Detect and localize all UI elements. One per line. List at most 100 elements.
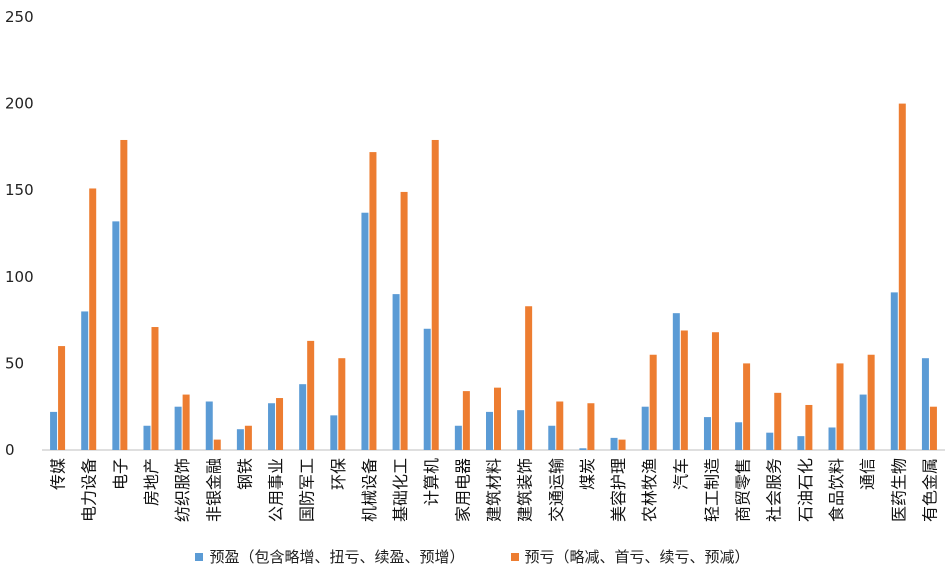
x-tick-label: 钢铁	[235, 458, 254, 490]
bar-series-1-17	[548, 425, 556, 450]
bar-series-2-6	[213, 439, 221, 450]
bar-series-2-12	[400, 191, 408, 450]
y-tick-label: 150	[5, 181, 34, 199]
bar-series-2-25	[805, 404, 813, 450]
bar-series-1-9	[299, 384, 307, 450]
x-tick-label: 有色金属	[920, 458, 939, 522]
bar-series-2-2	[89, 188, 97, 450]
x-tick-label: 交通运输	[547, 458, 566, 522]
x-tick-label: 轻工制造	[702, 458, 721, 522]
x-tick-label: 传媒	[49, 458, 68, 490]
bar-series-1-24	[766, 432, 774, 450]
x-tick-label: 煤炭	[578, 458, 597, 490]
bar-series-1-8	[268, 403, 276, 450]
legend-swatch-series-2	[510, 552, 519, 561]
bar-series-1-22	[703, 417, 711, 450]
bar-series-2-28	[898, 103, 906, 450]
bar-series-1-28	[890, 292, 898, 450]
bar-series-2-21	[680, 330, 688, 450]
legend-swatch-series-1	[195, 552, 204, 561]
x-tick-label: 非银金融	[204, 458, 223, 522]
bar-series-2-3	[120, 139, 128, 451]
x-tick-label: 基础化工	[391, 458, 410, 522]
x-tick-label: 国防军工	[298, 458, 317, 522]
bar-series-1-7	[236, 429, 244, 450]
y-tick-label: 0	[5, 441, 15, 459]
x-tick-label: 建筑装饰	[516, 458, 535, 522]
bar-series-1-16	[517, 410, 525, 450]
bar-series-2-13	[431, 139, 439, 451]
x-tick-label: 机械设备	[360, 458, 379, 522]
x-tick-label: 美容护理	[609, 458, 628, 522]
bar-series-1-27	[859, 394, 867, 450]
y-tick-label: 100	[5, 268, 34, 286]
bar-series-2-15	[494, 387, 501, 450]
x-tick-label: 通信	[858, 458, 877, 490]
bar-series-1-26	[828, 427, 836, 450]
bar-series-1-15	[486, 411, 493, 450]
bar-series-1-18	[579, 448, 587, 450]
bar-series-2-5	[182, 394, 190, 450]
bar-series-2-11	[369, 152, 377, 450]
bar-series-2-18	[587, 403, 595, 450]
x-tick-label: 电力设备	[80, 458, 99, 522]
bar-series-1-20	[641, 406, 649, 450]
x-tick-label: 计算机	[422, 458, 441, 506]
legend: 预盈（包含略增、扭亏、续盈、预增） 预亏（略减、首亏、续亏、预减）	[0, 546, 945, 567]
bar-series-2-26	[836, 363, 844, 450]
bar-series-2-24	[774, 392, 782, 450]
bar-series-1-14	[454, 425, 462, 450]
bar-series-1-3	[112, 221, 120, 450]
bar-series-1-4	[143, 425, 151, 450]
bar-series-1-1	[50, 411, 58, 450]
x-tick-label: 汽车	[671, 458, 690, 490]
bar-series-2-14	[462, 391, 470, 450]
y-tick-label: 200	[5, 95, 34, 113]
bar-series-1-19	[610, 437, 618, 450]
bar-series-1-21	[672, 313, 680, 450]
bar-series-1-25	[797, 436, 805, 450]
bar-series-2-8	[276, 398, 284, 450]
y-tick-label: 50	[5, 354, 24, 372]
bar-series-2-16	[525, 306, 533, 450]
bar-series-2-9	[307, 340, 315, 450]
x-tick-label: 医药生物	[889, 458, 908, 522]
bar-series-1-2	[81, 311, 89, 450]
bar-series-2-22	[711, 332, 719, 450]
x-tick-label: 环保	[329, 458, 348, 490]
x-tick-label: 电子	[111, 458, 130, 490]
y-tick-label: 250	[5, 8, 34, 26]
bar-series-2-20	[649, 354, 657, 450]
bar-series-1-12	[392, 294, 400, 450]
x-tick-label: 商贸零售	[734, 458, 753, 522]
x-tick-label: 家用电器	[453, 458, 472, 522]
x-tick-label: 社会服务	[765, 458, 784, 522]
legend-item-series-2: 预亏（略减、首亏、续亏、预减）	[510, 546, 750, 567]
x-tick-label: 纺织服饰	[173, 458, 192, 522]
legend-label-series-2: 预亏（略减、首亏、续亏、预减）	[524, 548, 750, 566]
bar-series-1-11	[361, 212, 369, 450]
bar-series-2-1	[58, 346, 66, 450]
x-tick-label: 建筑材料	[485, 458, 504, 522]
x-tick-label: 食品饮料	[827, 458, 846, 522]
bar-series-2-10	[338, 358, 346, 450]
bar-series-1-10	[330, 415, 338, 450]
bar-series-2-4	[151, 327, 159, 450]
x-tick-label: 公用事业	[267, 458, 286, 522]
bar-series-2-17	[556, 401, 564, 450]
bar-series-2-7	[244, 425, 252, 450]
bar-series-1-29	[921, 358, 929, 450]
x-tick-label: 石油石化	[796, 458, 815, 522]
bar-series-1-23	[735, 422, 743, 450]
x-tick-label: 农林牧渔	[640, 458, 659, 522]
bar-series-2-23	[743, 363, 751, 450]
bar-series-1-6	[205, 401, 213, 450]
bar-series-2-27	[867, 354, 875, 450]
legend-item-series-1: 预盈（包含略增、扭亏、续盈、预增）	[195, 546, 465, 567]
bar-series-1-5	[174, 406, 182, 450]
legend-label-series-1: 预盈（包含略增、扭亏、续盈、预增）	[209, 548, 465, 566]
x-tick-label: 房地产	[142, 458, 161, 506]
bar-series-2-29	[929, 406, 937, 450]
